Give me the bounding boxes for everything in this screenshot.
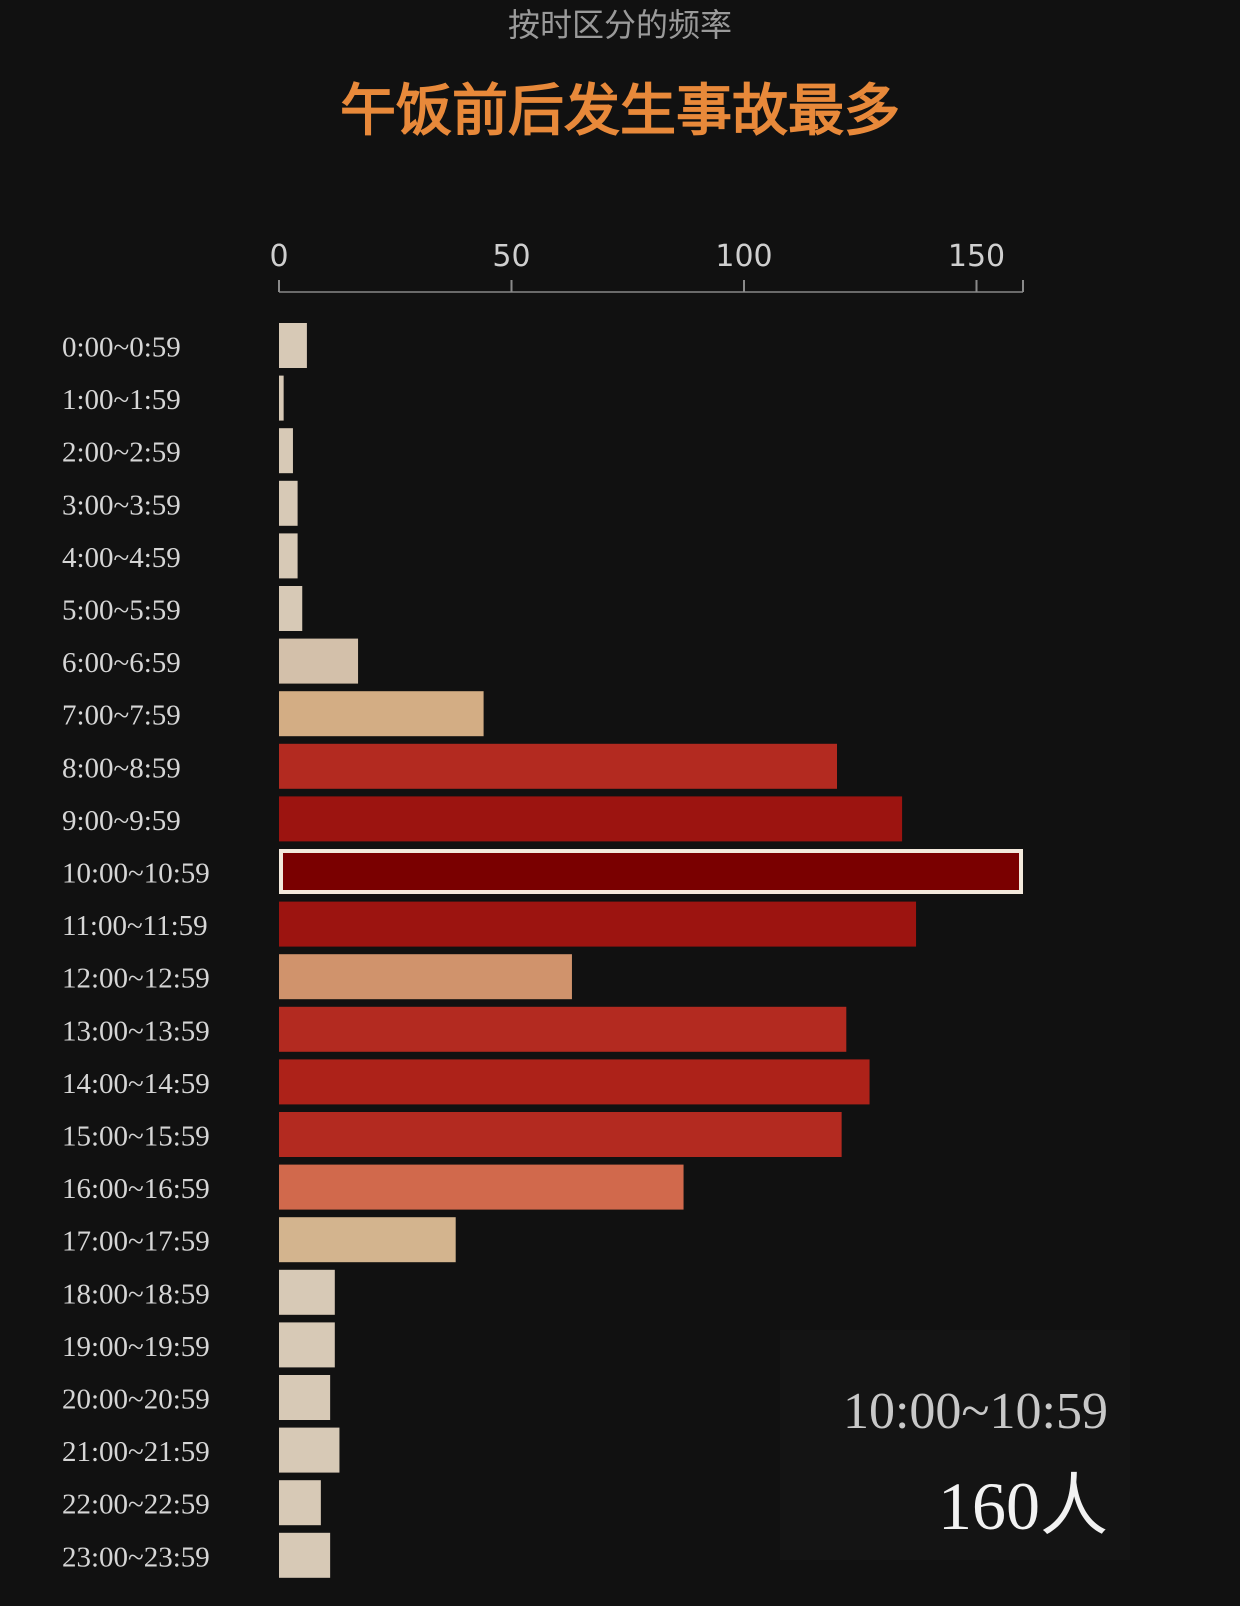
bar-3:00~3:59[interactable] <box>279 480 298 526</box>
category-label: 15:00~15:59 <box>62 1121 210 1153</box>
category-label: 7:00~7:59 <box>62 700 181 732</box>
category-label: 4:00~4:59 <box>62 542 181 574</box>
category-label: 19:00~19:59 <box>62 1331 210 1363</box>
bar-7:00~7:59[interactable] <box>279 691 484 737</box>
category-label: 1:00~1:59 <box>62 384 181 416</box>
category-label: 6:00~6:59 <box>62 647 181 679</box>
category-label: 23:00~23:59 <box>62 1541 210 1573</box>
bar-13:00~13:59[interactable] <box>279 1006 847 1052</box>
bar-21:00~21:59[interactable] <box>279 1427 340 1473</box>
bar-1:00~1:59[interactable] <box>279 375 284 421</box>
bar-9:00~9:59[interactable] <box>279 796 903 842</box>
category-label: 14:00~14:59 <box>62 1068 210 1100</box>
tooltip-value: 160人 <box>937 1468 1108 1544</box>
bar-16:00~16:59[interactable] <box>279 1164 684 1210</box>
x-tick-label: 0 <box>269 239 288 274</box>
category-label: 2:00~2:59 <box>62 437 181 469</box>
category-label: 0:00~0:59 <box>62 332 181 364</box>
bar-19:00~19:59[interactable] <box>279 1322 335 1368</box>
category-label: 10:00~10:59 <box>62 858 210 890</box>
bar-10:00~10:59[interactable] <box>279 849 1023 894</box>
bar-23:00~23:59[interactable] <box>279 1532 331 1578</box>
category-label: 22:00~22:59 <box>62 1489 210 1521</box>
category-label: 17:00~17:59 <box>62 1226 210 1258</box>
category-label: 16:00~16:59 <box>62 1173 210 1205</box>
bar-2:00~2:59[interactable] <box>279 428 293 474</box>
bar-11:00~11:59[interactable] <box>279 901 917 947</box>
bar-14:00~14:59[interactable] <box>279 1059 870 1105</box>
category-label: 9:00~9:59 <box>62 805 181 837</box>
category-label: 5:00~5:59 <box>62 595 181 627</box>
tooltip-range: 10:00~10:59 <box>842 1383 1108 1440</box>
category-label: 8:00~8:59 <box>62 752 181 784</box>
category-label: 18:00~18:59 <box>62 1278 210 1310</box>
category-label: 11:00~11:59 <box>62 910 208 942</box>
bar-8:00~8:59[interactable] <box>279 743 837 789</box>
bar-4:00~4:59[interactable] <box>279 533 298 579</box>
bar-15:00~15:59[interactable] <box>279 1112 842 1157</box>
bar-18:00~18:59[interactable] <box>279 1269 335 1315</box>
category-label: 12:00~12:59 <box>62 963 210 995</box>
category-label: 20:00~20:59 <box>62 1384 210 1416</box>
bar-0:00~0:59[interactable] <box>279 323 307 368</box>
bar-6:00~6:59[interactable] <box>279 638 359 684</box>
category-label: 13:00~13:59 <box>62 1015 210 1047</box>
bar-17:00~17:59[interactable] <box>279 1217 456 1263</box>
chart-title: 午饭前后发生事故最多 <box>340 79 900 144</box>
bar-5:00~5:59[interactable] <box>279 586 303 631</box>
bar-12:00~12:59[interactable] <box>279 954 572 1000</box>
tooltip: 10:00~10:59 160人 <box>780 1330 1130 1560</box>
category-label: 3:00~3:59 <box>62 489 181 521</box>
x-tick-label: 50 <box>492 239 530 274</box>
x-tick-label: 100 <box>715 239 772 274</box>
bar-22:00~22:59[interactable] <box>279 1480 321 1526</box>
category-label: 21:00~21:59 <box>62 1436 210 1468</box>
x-tick-label: 150 <box>948 239 1005 274</box>
chart-subtitle: 按时区分的频率 <box>507 6 732 44</box>
bar-20:00~20:59[interactable] <box>279 1375 331 1420</box>
